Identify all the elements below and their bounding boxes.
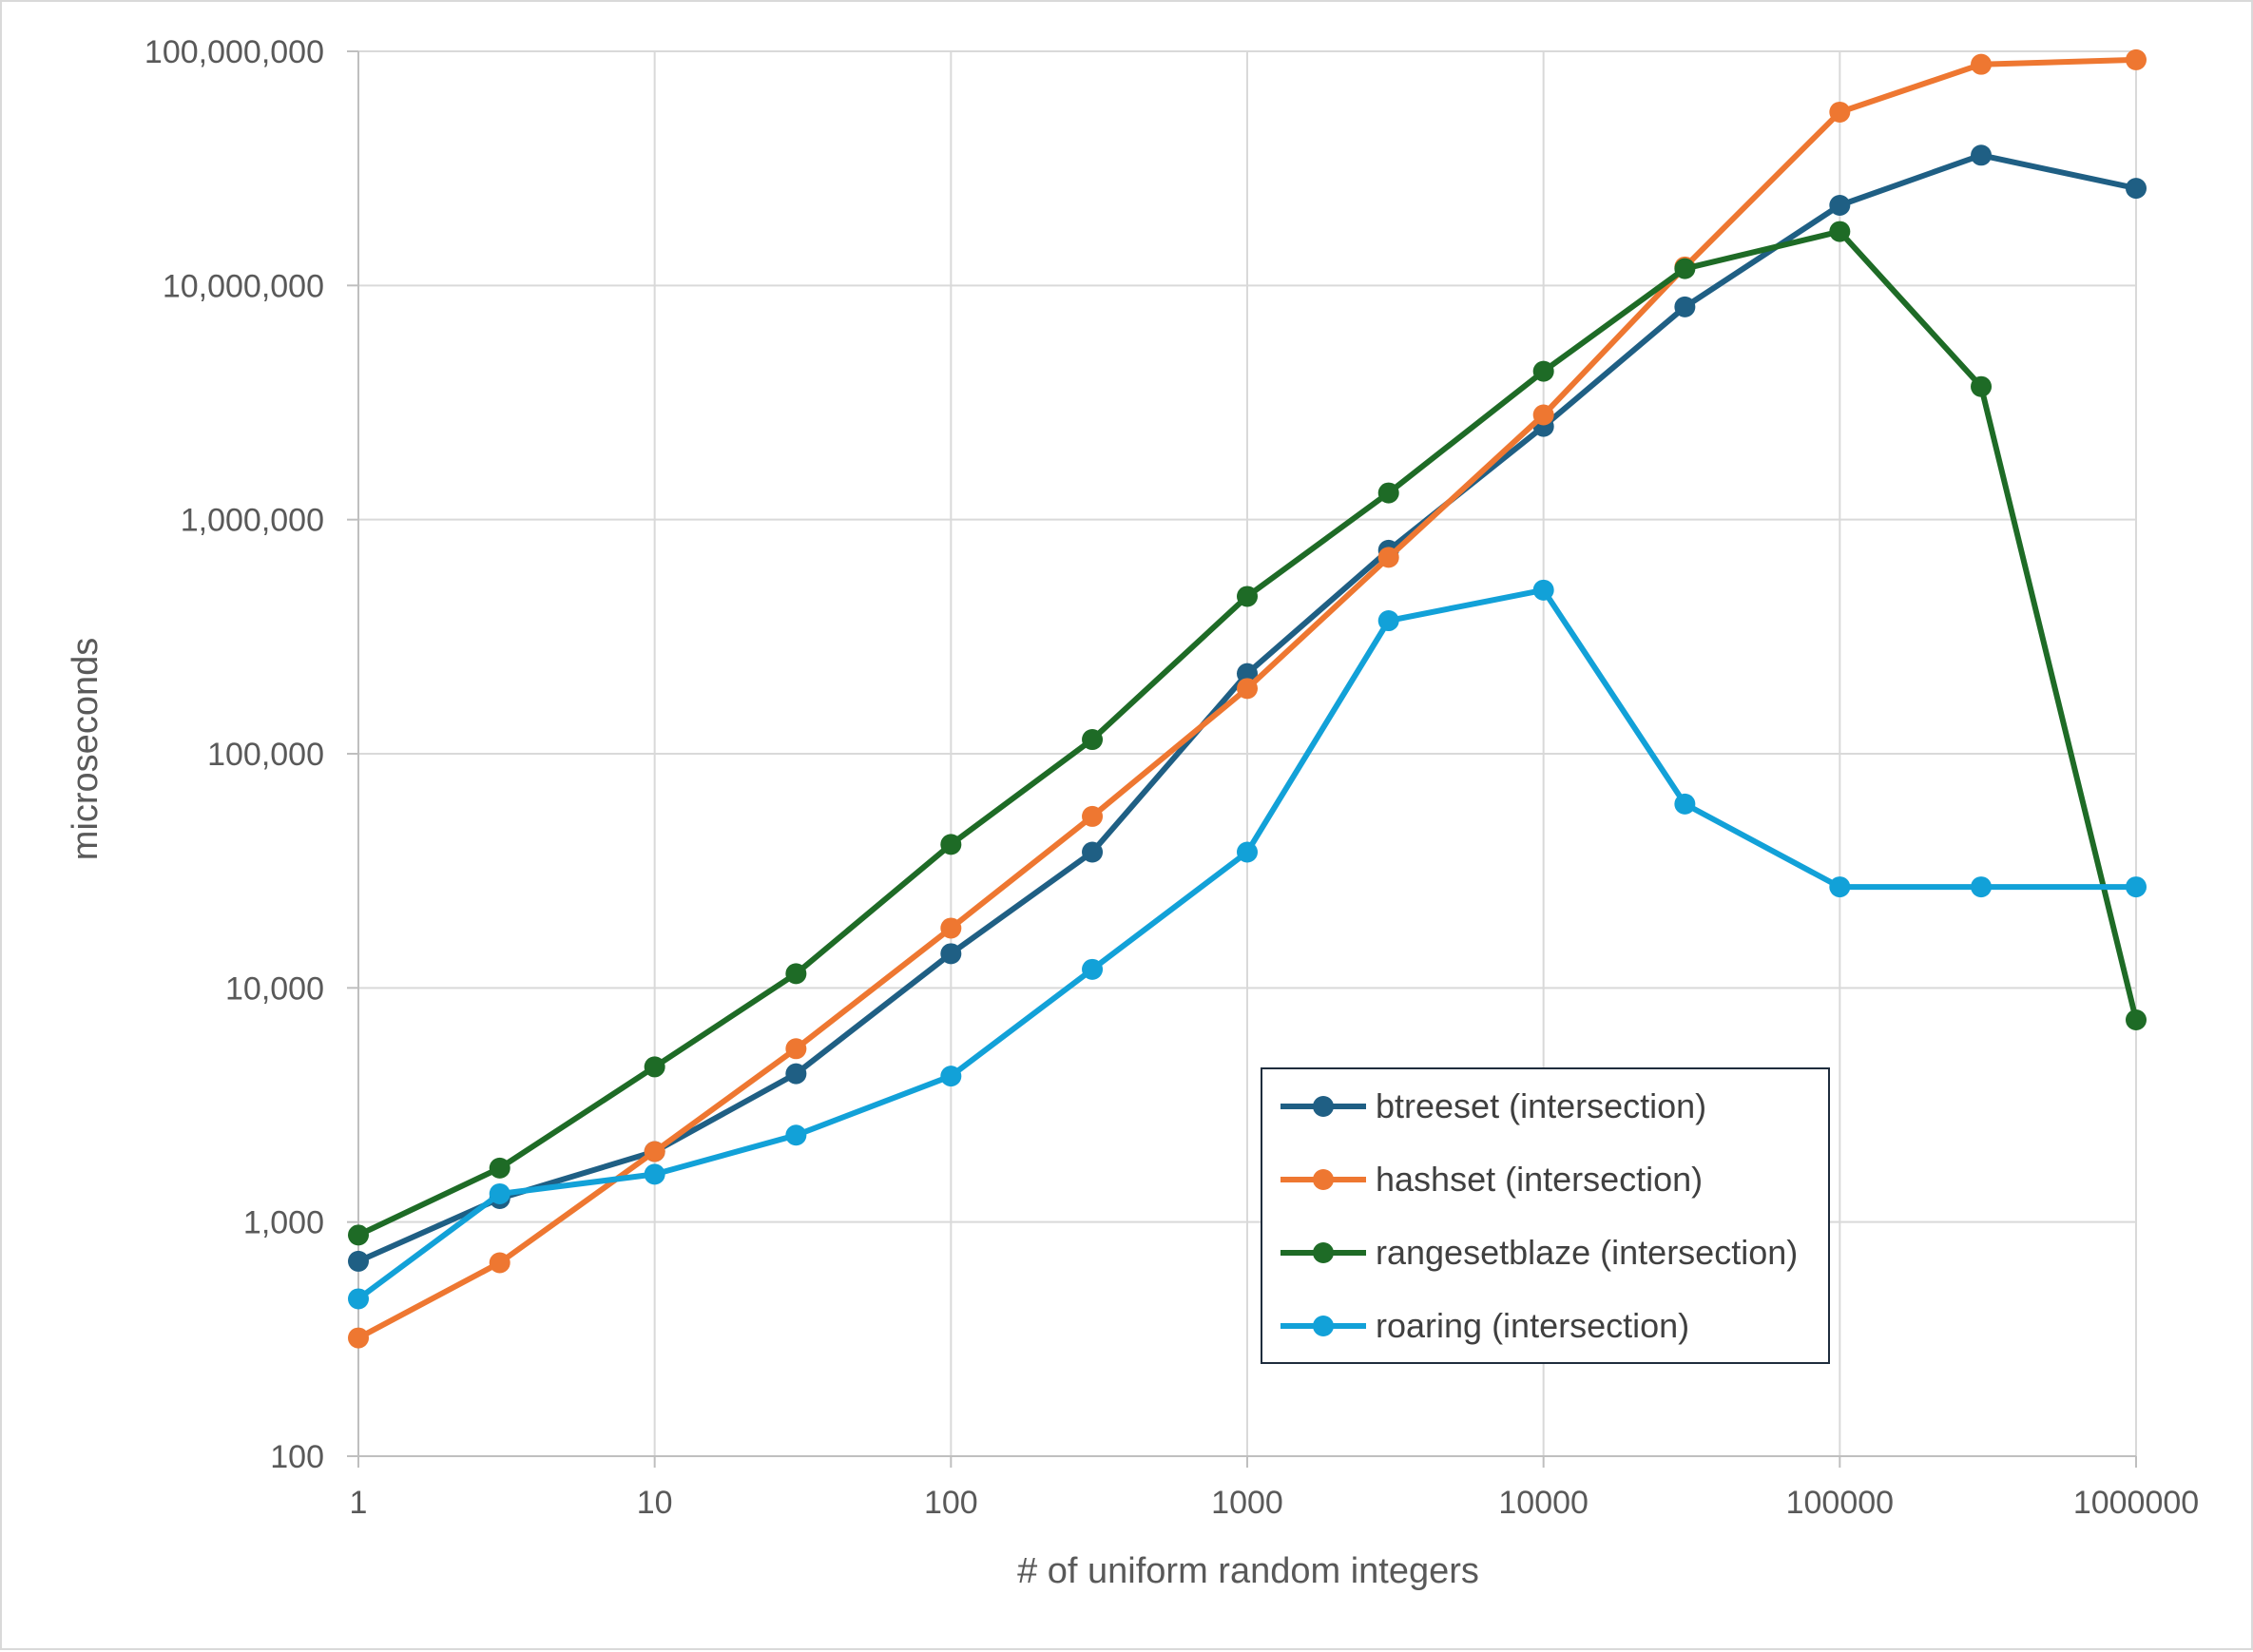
data-point (1377, 610, 1399, 632)
data-point (1082, 805, 1104, 827)
y-tick-label: 10,000 (225, 970, 324, 1007)
data-point (785, 1063, 807, 1085)
y-tick-label: 1,000,000 (181, 503, 324, 539)
legend-label: roaring (intersection) (1376, 1306, 1689, 1345)
data-point (1377, 482, 1399, 504)
data-point (1829, 101, 1851, 123)
x-tick-label: 1000000 (2073, 1485, 2199, 1521)
data-point (2126, 48, 2147, 70)
y-tick-label: 100,000 (207, 737, 324, 773)
data-point (785, 963, 807, 985)
data-point (785, 1124, 807, 1146)
y-tick-label: 1,000 (243, 1205, 324, 1241)
data-point (1237, 678, 1258, 700)
data-point (348, 1224, 369, 1246)
data-point (940, 1066, 962, 1087)
data-point (489, 1157, 510, 1179)
legend-label: rangesetblaze (intersection) (1376, 1233, 1798, 1272)
series-2 (348, 221, 2147, 1246)
series-lines (348, 48, 2147, 1349)
data-point (940, 917, 962, 939)
data-point (1674, 258, 1696, 279)
data-point (348, 1250, 369, 1272)
data-point (348, 1288, 369, 1310)
data-point (1971, 144, 1993, 166)
legend-items: btreeset (intersection) hashset (intersec… (1281, 1086, 1798, 1345)
legend-label: hashset (intersection) (1376, 1160, 1703, 1199)
data-point (1532, 404, 1554, 426)
data-point (1829, 221, 1851, 242)
data-point (1237, 663, 1258, 684)
x-tick-label: 100000 (1786, 1485, 1894, 1521)
axes: 100 1,000 10,000 100,000 1,000,000 10,000,000… (144, 34, 2199, 1521)
legend-label: btreeset (intersection) (1376, 1086, 1706, 1125)
data-point (2126, 178, 2147, 200)
data-point (1674, 793, 1696, 815)
legend-entry: btreeset (intersection) (1281, 1086, 1706, 1125)
data-point (489, 1182, 510, 1204)
legend: btreeset (intersection) hashset (intersec… (1261, 1067, 1830, 1364)
data-point (1532, 579, 1554, 601)
data-point (940, 834, 962, 855)
data-point (2126, 1009, 2147, 1031)
y-axis-title: microseconds (66, 638, 106, 860)
legend-box (1261, 1067, 1830, 1364)
data-point (644, 1056, 665, 1078)
data-point (1971, 375, 1993, 397)
data-point (1971, 876, 1993, 898)
data-point (348, 1327, 369, 1349)
legend-swatch-marker (1313, 1316, 1334, 1336)
x-tick-label: 10000 (1498, 1485, 1589, 1521)
data-point (1829, 194, 1851, 216)
data-point (644, 1163, 665, 1185)
data-point (489, 1252, 510, 1274)
legend-swatch-marker (1313, 1169, 1334, 1190)
y-tick-label: 10,000,000 (163, 268, 324, 304)
x-tick-label: 100 (924, 1485, 978, 1521)
data-point (2126, 876, 2147, 898)
data-point (1237, 841, 1258, 863)
data-point (1971, 53, 1993, 75)
legend-swatch-marker (1313, 1096, 1334, 1117)
data-point (1082, 841, 1104, 863)
data-point (1829, 876, 1851, 898)
x-axis-title: # of uniform random integers (1017, 1551, 1479, 1591)
x-tick-label: 10 (637, 1485, 673, 1521)
gridlines (357, 50, 2137, 1457)
x-tick-label: 1000 (1211, 1485, 1283, 1521)
data-point (1237, 586, 1258, 607)
data-point (940, 943, 962, 965)
data-point (644, 1141, 665, 1162)
data-point (1377, 547, 1399, 568)
data-point (1082, 729, 1104, 751)
y-tick-label: 100 (270, 1439, 324, 1475)
y-tick-label: 100,000,000 (144, 34, 324, 70)
legend-entry: hashset (intersection) (1281, 1160, 1703, 1199)
data-point (1674, 296, 1696, 317)
data-point (785, 1038, 807, 1060)
data-point (1082, 958, 1104, 980)
legend-entry: roaring (intersection) (1281, 1306, 1689, 1345)
legend-entry: rangesetblaze (intersection) (1281, 1233, 1798, 1272)
legend-swatch-marker (1313, 1242, 1334, 1263)
series-3 (348, 579, 2147, 1310)
x-tick-label: 1 (350, 1485, 368, 1521)
data-point (1532, 360, 1554, 382)
